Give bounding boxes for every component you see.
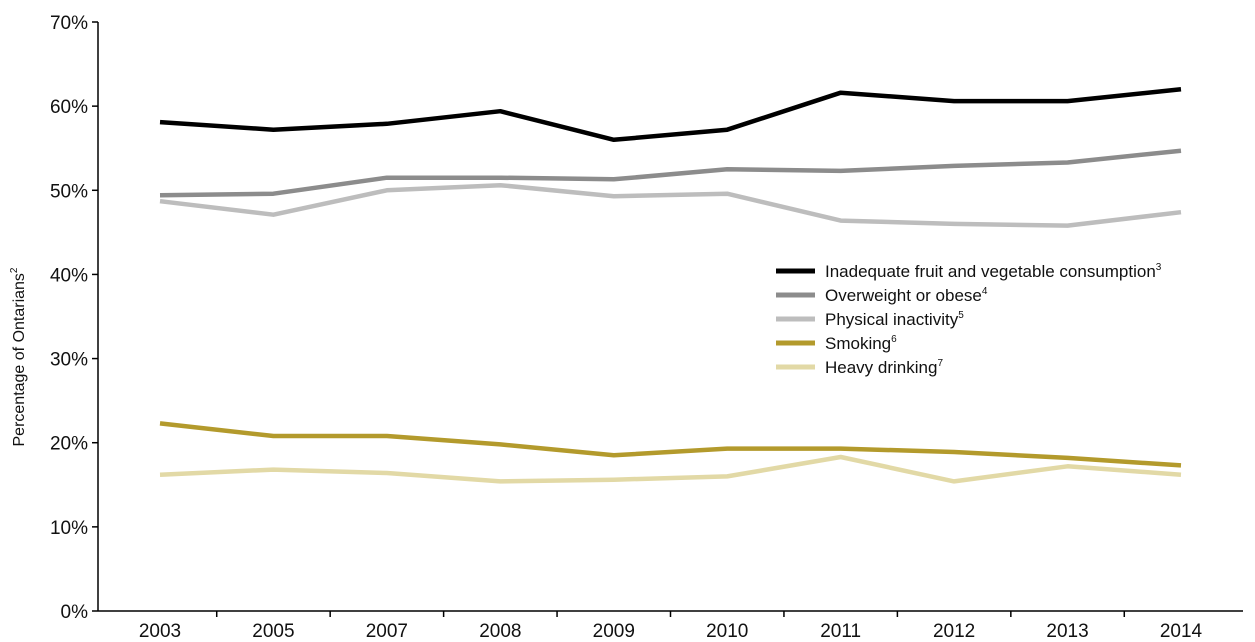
legend-label: Smoking6 — [825, 334, 897, 353]
x-tick-label: 2014 — [1160, 621, 1203, 642]
legend-label: Inadequate fruit and vegetable consumpti… — [825, 262, 1162, 281]
x-tick-label: 2012 — [933, 621, 975, 642]
series-line-heavy-drinking — [160, 457, 1181, 481]
x-tick-label: 2008 — [479, 621, 521, 642]
series-line-physical-inactivity — [160, 185, 1181, 225]
x-tick-label: 2009 — [593, 621, 635, 642]
y-axis-title: Percentage of Ontarians2 — [9, 267, 28, 446]
y-tick-label: 20% — [50, 434, 88, 455]
y-tick-label: 40% — [50, 265, 88, 286]
x-tick-label: 2013 — [1046, 621, 1088, 642]
x-tick-label: 2003 — [139, 621, 181, 642]
legend: Inadequate fruit and vegetable consumpti… — [776, 262, 1162, 377]
x-tick-label: 2007 — [366, 621, 408, 642]
y-tick-label: 10% — [50, 518, 88, 539]
y-axis-title-sup: 2 — [9, 267, 20, 273]
legend-label: Overweight or obese4 — [825, 286, 988, 305]
legend-label: Heavy drinking7 — [825, 358, 943, 377]
y-tick-label: 50% — [50, 181, 88, 202]
axes: 0% 10% 20% 30% 40% 50% 60% 70% 2003 2005 2007 2008 2… — [50, 13, 1243, 642]
series-line-inadequate-fruit-and-vegetable-consumption — [160, 89, 1181, 140]
series-line-smoking — [160, 423, 1181, 465]
y-tick-label: 60% — [50, 97, 88, 118]
x-tick-label: 2005 — [252, 621, 294, 642]
y-tick-label: 30% — [50, 350, 88, 371]
x-tick-label: 2011 — [820, 621, 861, 642]
y-tick-label: 0% — [61, 602, 89, 623]
y-tick-label: 70% — [50, 13, 88, 34]
y-axis-title-text: Percentage of Ontarians — [11, 273, 28, 446]
series-line-overweight-or-obese — [160, 151, 1181, 196]
x-tick-label: 2010 — [706, 621, 748, 642]
legend-label: Physical inactivity5 — [825, 310, 964, 329]
series-lines — [160, 89, 1181, 481]
